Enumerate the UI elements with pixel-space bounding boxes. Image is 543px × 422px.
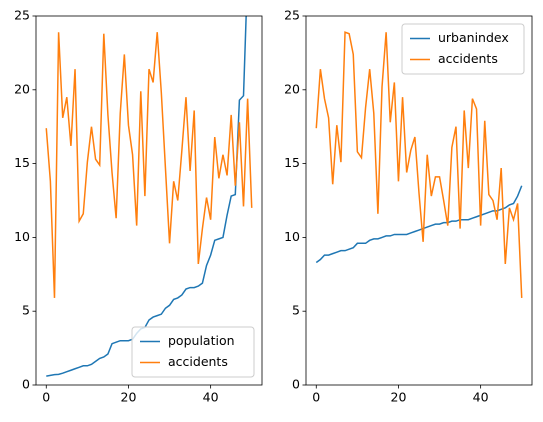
legend-box [401,23,525,75]
series-line [46,16,247,377]
x-tick-label: 40 [203,390,219,405]
series-line [45,32,253,298]
legend-label: urbanindex [438,30,509,45]
x-tick-label: 20 [121,390,137,405]
axes-frame [305,15,533,386]
y-tick-label: 5 [292,303,300,318]
y-tick-label: 15 [14,155,30,170]
y-tick-label: 10 [14,229,30,244]
x-tick-label: 20 [391,390,407,405]
y-tick-label: 20 [284,81,300,96]
legend-label: population [168,333,235,348]
x-tick-label: 0 [42,390,50,405]
y-tick-label: 0 [22,377,30,392]
series-line [315,185,523,264]
y-tick-label: 10 [284,229,300,244]
y-tick-label: 15 [284,155,300,170]
x-tick-label: 40 [473,390,489,405]
legend: population accidents [131,326,255,378]
legend: urbanindex accidents [401,23,525,75]
axes-frame [35,15,263,386]
axes: 0 5 10 15 20 25 0 20 40 population accidents [14,8,263,405]
legend-box [131,326,255,378]
y-tick-label: 25 [284,8,300,23]
y-tick-label: 5 [22,303,30,318]
y-tick-label: 20 [14,81,30,96]
x-tick-label: 0 [312,390,320,405]
y-tick-label: 25 [14,8,30,23]
series-line [315,31,523,298]
legend-label: accidents [168,354,228,369]
y-tick-label: 0 [292,377,300,392]
axes: 0 5 10 15 20 25 0 20 40 urbanindex accidents [284,8,533,405]
legend-label: accidents [438,51,498,66]
